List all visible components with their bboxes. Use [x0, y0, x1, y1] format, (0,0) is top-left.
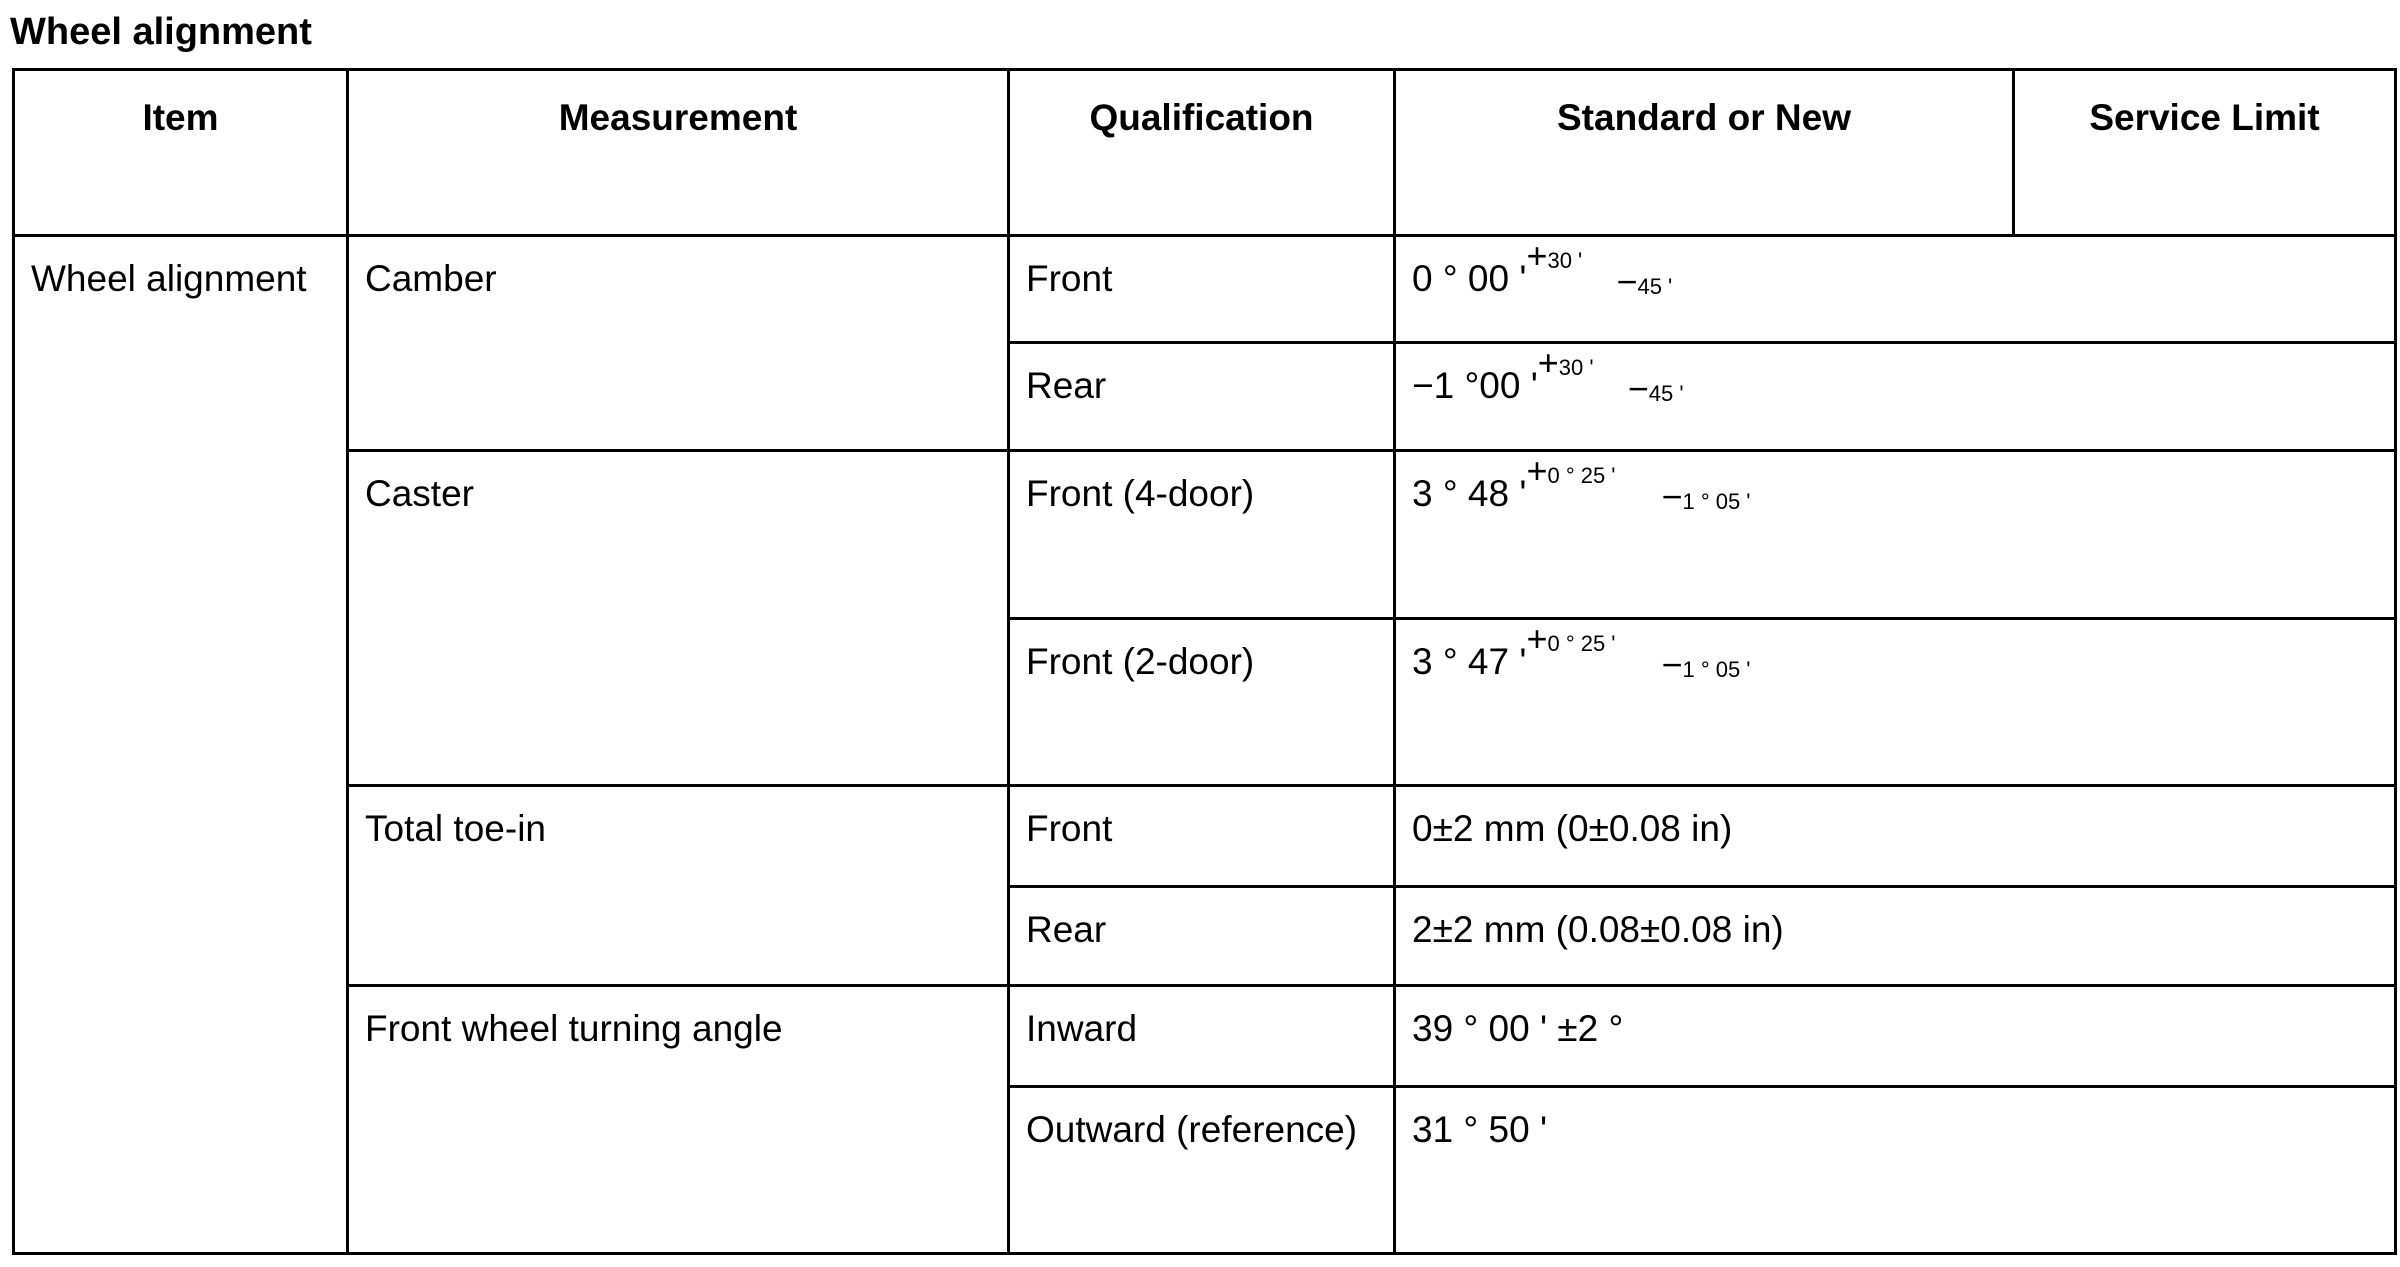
- qualification-cell: Outward (reference): [1007, 1085, 1396, 1255]
- header-measurement: Measurement: [346, 68, 1010, 237]
- header-row: Item Measurement Qualification Standard …: [12, 68, 2397, 237]
- nominal-value: 0 ° 00 ': [1412, 258, 1527, 299]
- plus-tolerance: 0 ° 25 ': [1547, 631, 1616, 656]
- wheel-alignment-table: Item Measurement Qualification Standard …: [12, 68, 2397, 1255]
- table-row: Total toe-in Front 0±2 mm (0±0.08 in): [14, 784, 2397, 987]
- standard-cell: 3 ° 48 ' +0 ° 25 ' −1 ° 05 ': [1393, 449, 2397, 620]
- table-row: Front (2-door) 3 ° 47 ' +0 ° 25 ' −1 ° 05 …: [14, 617, 2397, 787]
- section-title: Wheel alignment: [10, 11, 312, 53]
- measurement-cell: Front wheel turning angle: [346, 984, 1010, 1255]
- minus-tolerance: 45 ': [1648, 381, 1684, 406]
- header-standard: Standard or New: [1393, 68, 2015, 237]
- qualification-cell: Front (2-door): [1007, 617, 1396, 787]
- minus-tolerance: 45 ': [1637, 274, 1673, 299]
- minus-tolerance: 1 ° 05 ': [1682, 489, 1751, 514]
- qualification-cell: Front: [1007, 234, 1396, 344]
- table-row: Caster Front (4-door) 3 ° 48 ' +0 ° 25 ' −…: [14, 449, 2397, 787]
- table-row: Wheel alignment Camber Front 0 ° 00 ' +30…: [12, 234, 2397, 1255]
- header-qualification: Qualification: [1007, 68, 1396, 237]
- measurement-cell: Camber: [346, 234, 1010, 452]
- standard-cell: 3 ° 47 ' +0 ° 25 ' −1 ° 05 ': [1393, 617, 2397, 787]
- standard-cell: 2±2 mm (0.08±0.08 in): [1393, 885, 2397, 987]
- table-row: Outward (reference) 31 ° 50 ': [14, 1085, 2397, 1255]
- minus-tolerance: 1 ° 05 ': [1682, 657, 1751, 682]
- plus-tolerance: 30 ': [1547, 248, 1583, 273]
- table-row: Front wheel turning angle Inward 39 ° 00…: [14, 984, 2397, 1255]
- header-service-limit: Service Limit: [2012, 68, 2397, 237]
- measurement-cell: Total toe-in: [346, 784, 1010, 987]
- nominal-value: −1 °00 ': [1412, 365, 1538, 406]
- qualification-cell: Front: [1007, 784, 1396, 888]
- qualification-cell: Front (4-door): [1007, 449, 1396, 620]
- header-item: Item: [12, 68, 349, 237]
- table-row: Rear 2±2 mm (0.08±0.08 in): [14, 885, 2397, 987]
- standard-cell: 0 ° 00 ' +30 ' −45 ': [1393, 234, 2397, 344]
- nominal-value: 3 ° 48 ': [1412, 473, 1527, 514]
- nominal-value: 3 ° 47 ': [1412, 641, 1527, 682]
- measurement-cell: Caster: [346, 449, 1010, 787]
- qualification-cell: Inward: [1007, 984, 1396, 1088]
- standard-cell: 0±2 mm (0±0.08 in): [1393, 784, 2397, 888]
- standard-cell: 31 ° 50 ': [1393, 1085, 2397, 1255]
- qualification-cell: Rear: [1007, 341, 1396, 452]
- item-cell: Wheel alignment: [12, 234, 349, 1255]
- standard-cell: −1 °00 ' +30 ' −45 ': [1393, 341, 2397, 452]
- plus-tolerance: 30 ': [1558, 355, 1594, 380]
- standard-cell: 39 ° 00 ' ±2 °: [1393, 984, 2397, 1088]
- qualification-cell: Rear: [1007, 885, 1396, 987]
- table-row: Rear −1 °00 ' +30 ' −45 ': [14, 341, 2397, 452]
- plus-tolerance: 0 ° 25 ': [1547, 463, 1616, 488]
